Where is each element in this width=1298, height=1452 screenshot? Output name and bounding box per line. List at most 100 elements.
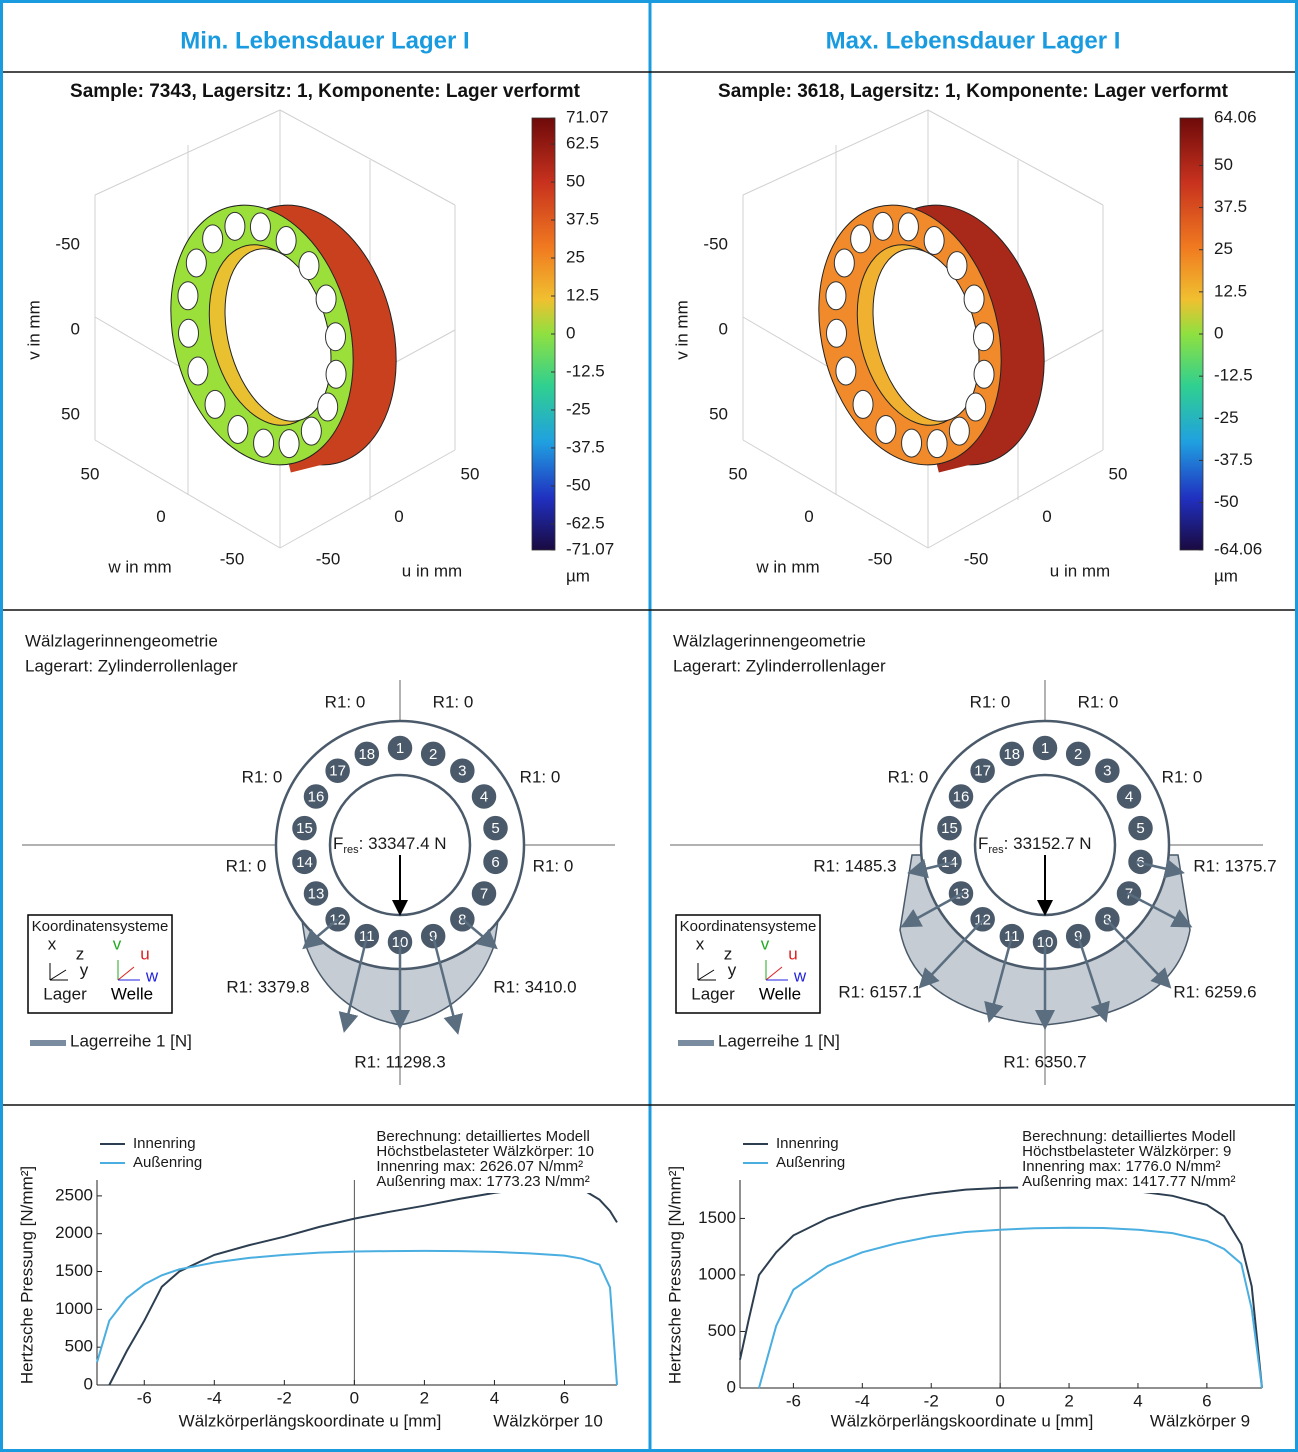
roller-number: 14 (296, 854, 313, 871)
coord-label: Welle (759, 984, 801, 1003)
coord-title: Koordinatensysteme (32, 918, 169, 935)
colorbar-tick-label: -25 (566, 399, 591, 418)
roller (835, 356, 857, 386)
axis-tick-label: -50 (964, 549, 989, 568)
roller (253, 428, 275, 458)
axis-box-line (927, 109, 1104, 206)
annotation: Außenring max: 1773.23 N/mm² (376, 1173, 589, 1190)
roller (386, 734, 414, 762)
y-axis-label: Hertzsche Pressung [N/mm²] (665, 1166, 684, 1384)
coord-label: y (728, 960, 737, 979)
roller-number: 2 (1074, 746, 1082, 763)
roller (901, 428, 923, 458)
roller (1126, 814, 1155, 842)
colorbar-tick-label: -50 (1214, 492, 1239, 511)
x-tick-label: -6 (786, 1391, 801, 1410)
diagram-heading: Lagerart: Zylinderrollenlager (25, 656, 238, 675)
roller (825, 318, 847, 348)
load-arrow (338, 935, 369, 1033)
roller (852, 389, 874, 419)
load-arrow (918, 917, 986, 989)
colorbar-tick-label: 71.07 (566, 107, 609, 126)
roller (302, 879, 330, 908)
coord-label: w (145, 966, 159, 985)
roller (353, 740, 381, 768)
annotation: Außenring max: 1417.77 N/mm² (1022, 1173, 1235, 1190)
coord-axis (697, 969, 715, 981)
annotation-box (1018, 1127, 1289, 1193)
roller-number: 5 (1136, 820, 1144, 837)
roller (872, 211, 894, 241)
roller (317, 392, 339, 422)
roller-number: 15 (296, 820, 313, 837)
axis-box-line (279, 449, 456, 549)
load-arrow (431, 935, 463, 1035)
roller (470, 879, 498, 908)
y-tick-label: 0 (84, 1374, 93, 1393)
column-title: Max. Lebensdauer Lager I (826, 27, 1121, 54)
series-line (108, 1185, 618, 1386)
load-arrow (1104, 917, 1172, 989)
column-title: Min. Lebensdauer Lager I (180, 27, 469, 54)
roller (965, 392, 987, 422)
colorbar-tick-label: -62.5 (566, 513, 605, 532)
colorbar-unit: µm (566, 566, 590, 585)
y-tick-label: 1500 (698, 1208, 736, 1227)
y-tick-label: 500 (708, 1321, 736, 1340)
x-axis-label: Wälzkörperlängskoordinate u [mm] (831, 1411, 1094, 1430)
roller (204, 389, 226, 419)
load-label: R1: 3379.8 (226, 977, 309, 996)
roller (1031, 734, 1059, 762)
colorbar-tick-label: -64.06 (1214, 539, 1262, 558)
bearing-plot: Sample: 7343, Lagersitz: 1, Komponente: … (24, 81, 614, 585)
ring-hole (224, 248, 332, 422)
coord-label: x (48, 934, 57, 953)
x-axis-label: Wälzkörperlängskoordinate u [mm] (179, 1411, 442, 1430)
load-label: R1: 11298.3 (354, 1052, 445, 1071)
legend-label: Innenring (133, 1135, 196, 1152)
roller-number: 6 (491, 854, 499, 871)
axis-tick-label: 0 (719, 319, 728, 338)
roller (300, 416, 322, 446)
roller (833, 248, 855, 278)
colorbar-tick-label: -12.5 (566, 361, 605, 380)
colorbar-tick-label: 37.5 (1214, 197, 1247, 216)
roller (448, 756, 477, 785)
coord-label: Lager (43, 984, 87, 1003)
load-arrow (984, 935, 1014, 1023)
y-tick-label: 2500 (55, 1185, 93, 1204)
load-label: R1: 1375.7 (1193, 856, 1276, 875)
roller (302, 782, 330, 811)
colorbar-tick-label: -25 (1214, 408, 1239, 427)
load-arrow (1126, 891, 1193, 928)
roller-number: 7 (480, 885, 488, 902)
diagram-heading: Wälzlagerinnengeometrie (25, 631, 218, 650)
axis-tick-label: 50 (61, 404, 80, 423)
roller-number: 15 (941, 820, 958, 837)
coord-axis (765, 966, 783, 981)
load-label: R1: 6259.6 (1173, 982, 1256, 1001)
x-tick-label: 2 (1064, 1391, 1073, 1410)
force-label: Fres: 33152.7 N (978, 834, 1092, 855)
roller (290, 848, 319, 876)
plot-title: Sample: 3618, Lagersitz: 1, Komponente: … (718, 81, 1229, 102)
coord-label: Welle (111, 984, 153, 1003)
x-tick-label: 0 (995, 1391, 1004, 1410)
x-tick-label: 0 (350, 1388, 359, 1407)
load-label: R1: 0 (433, 692, 474, 711)
axis-label: u in mm (1050, 561, 1110, 580)
roller (177, 281, 199, 311)
force-subscript: res (343, 844, 359, 856)
load-arrow (1135, 858, 1185, 879)
x-tick-label: 6 (1202, 1391, 1211, 1410)
axis-label: w in mm (107, 557, 171, 576)
force-symbol: F (978, 834, 988, 853)
y-axis-label: Hertzsche Pressung [N/mm²] (17, 1166, 36, 1384)
colorbar-tick-label: 64.06 (1214, 107, 1257, 126)
roller (315, 284, 337, 314)
roller (249, 212, 271, 242)
x-tick-label: 4 (490, 1388, 499, 1407)
axis-tick-label: -50 (868, 549, 893, 568)
load-label: R1: 0 (226, 856, 267, 875)
